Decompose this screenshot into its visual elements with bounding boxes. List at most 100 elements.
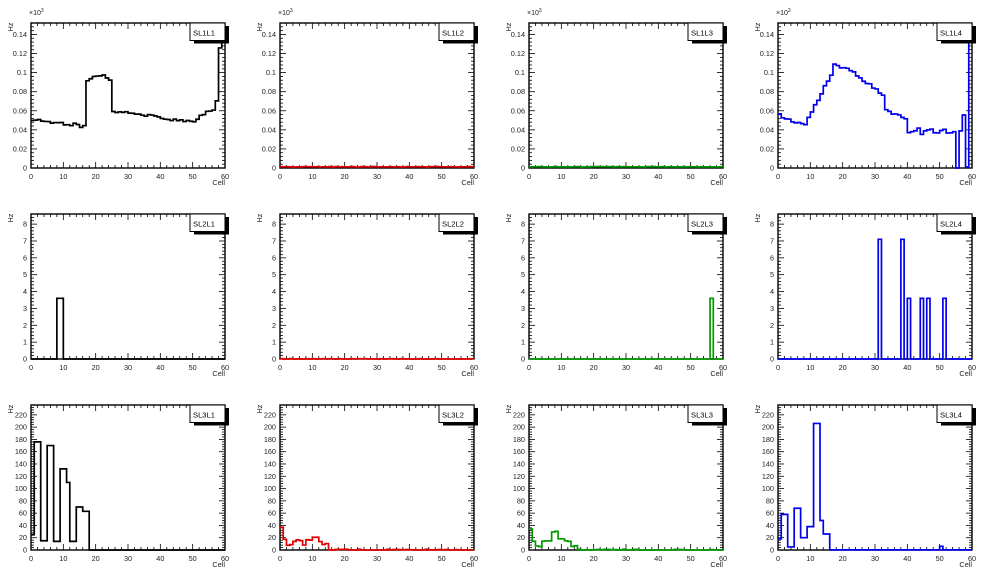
svg-text:7: 7: [272, 236, 276, 245]
svg-text:10: 10: [806, 554, 814, 563]
svg-text:0: 0: [272, 355, 276, 364]
svg-text:5: 5: [272, 270, 276, 279]
svg-text:0.1: 0.1: [17, 68, 27, 77]
svg-text:0: 0: [23, 164, 27, 173]
svg-text:30: 30: [622, 172, 630, 181]
svg-text:SL1L4: SL1L4: [940, 29, 962, 38]
svg-text:6: 6: [521, 253, 525, 262]
svg-text:20: 20: [590, 554, 598, 563]
svg-text:0.04: 0.04: [760, 125, 774, 134]
svg-text:0.08: 0.08: [13, 87, 27, 96]
svg-text:0.1: 0.1: [266, 68, 276, 77]
svg-text:3: 3: [23, 304, 27, 313]
svg-text:40: 40: [654, 363, 662, 372]
svg-text:30: 30: [871, 363, 879, 372]
svg-text:40: 40: [766, 521, 774, 530]
svg-text:SL2L2: SL2L2: [442, 220, 464, 229]
svg-text:Hz: Hz: [504, 213, 513, 222]
svg-text:10: 10: [557, 172, 565, 181]
svg-text:0: 0: [278, 363, 282, 372]
svg-text:50: 50: [936, 172, 944, 181]
svg-text:4: 4: [770, 287, 774, 296]
svg-text:6: 6: [770, 253, 774, 262]
svg-text:Cell: Cell: [710, 369, 723, 378]
svg-text:2: 2: [23, 321, 27, 330]
svg-text:200: 200: [513, 423, 525, 432]
svg-text:20: 20: [92, 363, 100, 372]
svg-text:0: 0: [278, 172, 282, 181]
svg-text:140: 140: [762, 459, 774, 468]
svg-text:4: 4: [272, 287, 276, 296]
svg-text:0: 0: [278, 554, 282, 563]
svg-text:50: 50: [936, 554, 944, 563]
svg-text:Cell: Cell: [461, 369, 474, 378]
svg-text:10: 10: [59, 363, 67, 372]
svg-text:0.04: 0.04: [262, 125, 276, 134]
svg-text:20: 20: [268, 533, 276, 542]
svg-text:180: 180: [513, 435, 525, 444]
svg-text:6: 6: [272, 253, 276, 262]
svg-text:160: 160: [264, 447, 276, 456]
svg-text:30: 30: [871, 554, 879, 563]
svg-text:7: 7: [770, 236, 774, 245]
svg-text:220: 220: [264, 410, 276, 419]
svg-text:0: 0: [776, 554, 780, 563]
svg-text:2: 2: [272, 321, 276, 330]
svg-text:0.08: 0.08: [760, 87, 774, 96]
svg-text:50: 50: [438, 554, 446, 563]
svg-text:0: 0: [527, 172, 531, 181]
svg-text:40: 40: [654, 172, 662, 181]
svg-text:200: 200: [264, 423, 276, 432]
svg-text:50: 50: [687, 172, 695, 181]
svg-text:10: 10: [59, 172, 67, 181]
svg-text:220: 220: [513, 410, 525, 419]
svg-text:10: 10: [557, 363, 565, 372]
svg-text:40: 40: [903, 554, 911, 563]
svg-text:200: 200: [762, 423, 774, 432]
svg-text:0: 0: [272, 164, 276, 173]
svg-text:40: 40: [268, 521, 276, 530]
svg-text:180: 180: [762, 435, 774, 444]
svg-text:10: 10: [806, 172, 814, 181]
svg-text:Cell: Cell: [461, 560, 474, 569]
svg-text:60: 60: [268, 509, 276, 518]
svg-text:Hz: Hz: [6, 22, 15, 31]
svg-text:20: 20: [341, 363, 349, 372]
svg-text:30: 30: [622, 363, 630, 372]
svg-text:30: 30: [124, 554, 132, 563]
svg-text:Hz: Hz: [6, 213, 15, 222]
svg-text:8: 8: [272, 220, 276, 229]
svg-text:40: 40: [405, 363, 413, 372]
svg-text:Hz: Hz: [6, 404, 15, 413]
svg-text:40: 40: [156, 554, 164, 563]
svg-text:100: 100: [264, 484, 276, 493]
svg-text:50: 50: [189, 172, 197, 181]
svg-text:Cell: Cell: [461, 178, 474, 187]
svg-text:Cell: Cell: [959, 560, 972, 569]
svg-text:7: 7: [521, 236, 525, 245]
svg-text:30: 30: [622, 554, 630, 563]
svg-text:5: 5: [23, 270, 27, 279]
svg-text:140: 140: [264, 459, 276, 468]
svg-text:10: 10: [59, 554, 67, 563]
svg-text:Cell: Cell: [212, 178, 225, 187]
svg-text:0: 0: [527, 554, 531, 563]
svg-text:SL2L4: SL2L4: [940, 220, 962, 229]
svg-text:10: 10: [308, 554, 316, 563]
svg-text:20: 20: [766, 533, 774, 542]
svg-text:Cell: Cell: [212, 560, 225, 569]
svg-text:10: 10: [308, 172, 316, 181]
svg-text:40: 40: [903, 172, 911, 181]
svg-text:0.12: 0.12: [13, 49, 27, 58]
svg-text:0.12: 0.12: [262, 49, 276, 58]
svg-text:30: 30: [373, 172, 381, 181]
svg-text:80: 80: [517, 496, 525, 505]
svg-text:SL3L2: SL3L2: [442, 411, 464, 420]
svg-text:40: 40: [517, 521, 525, 530]
svg-text:20: 20: [839, 172, 847, 181]
svg-text:Hz: Hz: [255, 404, 264, 413]
svg-text:120: 120: [15, 472, 27, 481]
svg-text:Hz: Hz: [753, 22, 762, 31]
svg-text:50: 50: [189, 554, 197, 563]
svg-text:2: 2: [521, 321, 525, 330]
